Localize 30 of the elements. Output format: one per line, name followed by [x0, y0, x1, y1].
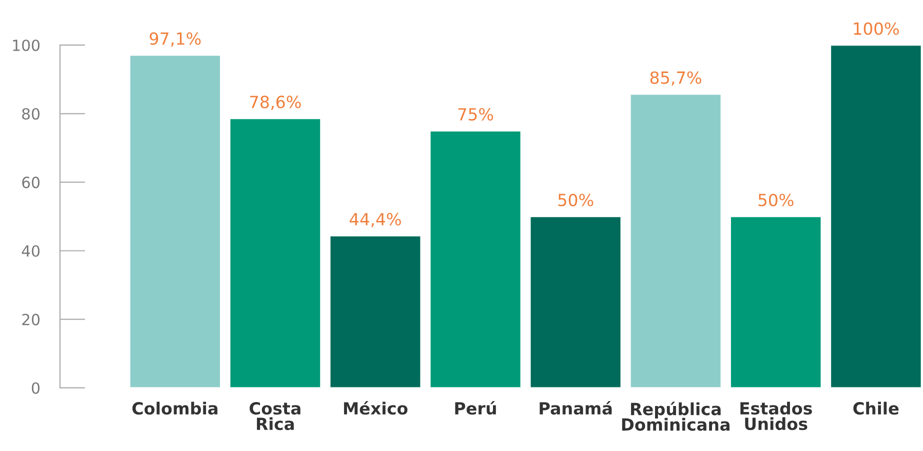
x-tick-label: Costa Rica — [250, 402, 300, 430]
bar — [329, 234, 422, 388]
x-tick-label: Colombia — [132, 402, 218, 415]
x-tick-label: Chile — [853, 402, 899, 415]
y-tick-label: 100 — [13, 40, 40, 52]
bar — [429, 130, 522, 388]
bar — [629, 93, 722, 388]
data-label: 50% — [758, 194, 794, 206]
bar — [830, 45, 922, 388]
y-tick-label: 40 — [22, 245, 40, 257]
y-tick-label: 0 — [32, 382, 40, 394]
data-label: 85,7% — [650, 71, 702, 86]
bar — [128, 54, 222, 388]
x-tick-label: Perú — [455, 401, 496, 415]
x-tick-label: México — [344, 401, 408, 415]
data-label: 100% — [854, 22, 899, 35]
data-label: 75% — [458, 108, 494, 121]
x-tick-label: República Dominicana — [622, 402, 730, 431]
y-tick-label: 20 — [22, 314, 40, 326]
data-label: 50% — [558, 194, 594, 206]
bar — [529, 216, 622, 388]
y-tick-label: 80 — [22, 108, 40, 120]
data-label: 97,1% — [150, 32, 201, 47]
data-label: 78,6% — [250, 96, 301, 110]
bar — [229, 118, 322, 388]
data-label: 44,4% — [350, 212, 401, 228]
y-tick-label: 60 — [22, 176, 40, 188]
bar — [730, 216, 822, 388]
x-tick-label: Panamá — [540, 401, 612, 415]
x-tick-label: Estados Unidos — [740, 402, 812, 430]
